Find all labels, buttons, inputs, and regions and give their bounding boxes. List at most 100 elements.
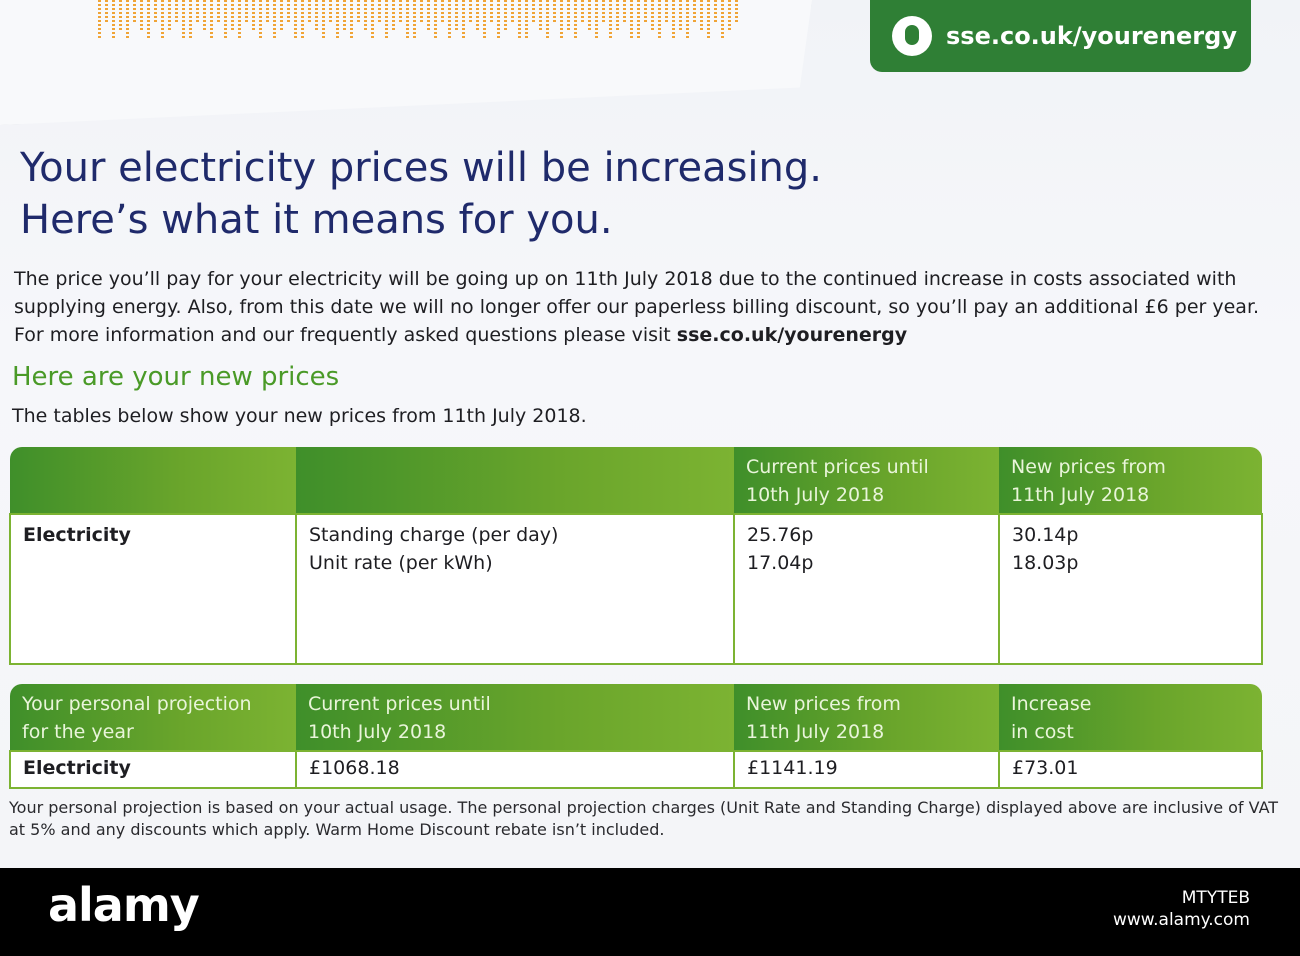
prices-header-current: Current prices until 10th July 2018 [734,447,999,514]
barcode-stroke [112,0,115,40]
intro-link: sse.co.uk/yourenergy [676,324,908,346]
barcode-stroke [539,0,542,30]
barcode-stroke [546,0,549,40]
barcode-stroke [182,0,185,40]
barcode-stroke [595,0,598,40]
prices-header-1 [10,447,296,514]
projection-row-label: Electricity [9,750,297,789]
barcode-stroke [490,0,493,22]
page-title: Your electricity prices will be increasi… [20,142,822,246]
barcode-stroke [413,0,416,40]
barcode-stroke [623,0,626,22]
barcode-stroke [441,0,444,22]
barcode-stroke [231,0,234,30]
section-heading: Here are your new prices [12,362,340,392]
current-unit-rate: 17.04p [747,552,814,574]
barcode-stroke [140,0,143,30]
prices-row-items: Standing charge (per day) Unit rate (per… [295,513,735,665]
alamy-logo: alamy [48,878,200,932]
barcode-stroke [238,0,241,40]
projection-header-current: Current prices until 10th July 2018 [296,684,734,751]
url-badge: sse.co.uk/yourenergy [870,0,1251,72]
projection-table: Your personal projection for the year Cu… [9,684,1263,789]
barcode-stroke [154,0,157,22]
barcode-stroke [553,0,556,22]
barcode-stroke [665,0,668,22]
barcode-stroke [448,0,451,40]
barcode-stroke [532,0,535,22]
barcode-stroke [637,0,640,40]
barcode-stroke [616,0,619,30]
prices-row-label: Electricity [9,513,297,665]
barcode-stroke [126,0,129,40]
barcode-stroke [483,0,486,40]
barcode-stroke [574,0,577,40]
barcode-stroke [721,0,724,40]
barcode-stroke [511,0,514,22]
barcode-stroke [371,0,374,40]
barcode-stroke [735,0,738,22]
image-id: MTYTEB [1181,888,1250,908]
barcode-stroke [175,0,178,22]
projection-header-increase: Increase in cost [999,684,1262,751]
barcode-stroke [504,0,507,30]
barcode-stroke [224,0,227,40]
projection-current: £1068.18 [295,750,735,789]
projection-header-new: New prices from 11th July 2018 [734,684,999,751]
barcode-stroke [252,0,255,30]
barcode-stroke [581,0,584,22]
barcode-stroke [147,0,150,40]
barcode-stroke [203,0,206,30]
barcode-stroke [693,0,696,22]
barcode-stroke [280,0,283,30]
barcode-stroke [686,0,689,40]
barcode-stroke [301,0,304,40]
barcode-stroke [455,0,458,30]
barcode-stroke [385,0,388,40]
barcode-stroke [259,0,262,40]
barcode-stroke [378,0,381,22]
barcode-stroke [315,0,318,30]
barcode-stroke [434,0,437,40]
intro-paragraph: The price you’ll pay for your electricit… [14,265,1274,349]
barcode-stroke [392,0,395,30]
barcode-stroke [350,0,353,40]
barcode-stroke [658,0,661,40]
barcode-stroke [602,0,605,22]
barcode-stroke [105,0,108,22]
barcode-stroke [469,0,472,22]
barcode-stroke [294,0,297,40]
barcode-stroke [427,0,430,30]
barcode-stroke [357,0,360,22]
barcode-stroke [119,0,122,30]
title-line-1: Your electricity prices will be increasi… [20,145,822,191]
barcode-stroke [245,0,248,22]
barcode-stroke [161,0,164,40]
postal-barcode [98,0,748,44]
barcode-stroke [287,0,290,22]
barcode-stroke [700,0,703,30]
projection-table-header: Your personal projection for the year Cu… [10,684,1262,751]
projection-increase: £73.01 [998,750,1263,789]
barcode-stroke [196,0,199,22]
prices-header-2 [296,447,734,514]
barcode-stroke [476,0,479,30]
barcode-stroke [343,0,346,30]
section-note: The tables below show your new prices fr… [12,405,587,427]
barcode-stroke [588,0,591,30]
barcode-stroke [273,0,276,40]
watermark-footer [0,868,1300,956]
prices-row-current: 25.76p 17.04p [733,513,1000,665]
barcode-stroke [266,0,269,22]
barcode-stroke [714,0,717,22]
barcode-stroke [210,0,213,40]
mouse-icon [892,16,932,56]
barcode-stroke [217,0,220,22]
barcode-stroke [406,0,409,40]
url-badge-text: sse.co.uk/yourenergy [946,22,1237,50]
barcode-stroke [189,0,192,40]
barcode-stroke [672,0,675,40]
barcode-stroke [518,0,521,40]
barcode-stroke [168,0,171,30]
barcode-stroke [497,0,500,40]
